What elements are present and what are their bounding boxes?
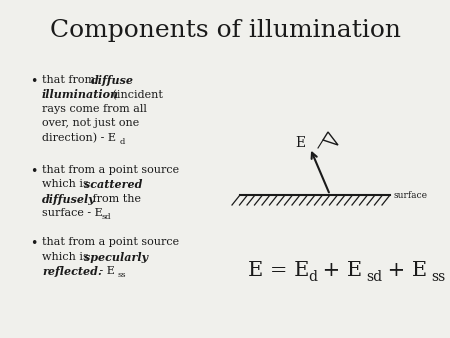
Text: sd: sd (366, 270, 382, 284)
Text: •: • (30, 237, 37, 250)
Text: which is: which is (42, 252, 92, 262)
Text: which is: which is (42, 179, 92, 189)
Text: + E: + E (381, 261, 427, 280)
Text: rays come from all: rays come from all (42, 104, 147, 114)
Text: illumination: illumination (42, 90, 119, 100)
Text: from the: from the (89, 194, 141, 204)
Text: d: d (120, 138, 126, 146)
Text: direction) - E: direction) - E (42, 133, 116, 143)
Text: + E: + E (316, 261, 362, 280)
Text: (incident: (incident (109, 90, 163, 100)
Text: •: • (30, 75, 37, 88)
Text: ss: ss (118, 271, 126, 280)
Text: surface: surface (394, 191, 428, 199)
Text: d: d (308, 270, 317, 284)
Text: ss: ss (431, 270, 445, 284)
Text: •: • (30, 165, 37, 178)
Text: diffusely: diffusely (42, 194, 96, 205)
Text: surface - E: surface - E (42, 209, 103, 218)
Text: over, not just one: over, not just one (42, 119, 139, 128)
Text: scattered: scattered (84, 179, 142, 190)
Text: E = E: E = E (248, 261, 310, 280)
Text: specularly: specularly (84, 252, 148, 263)
Text: sd: sd (102, 213, 112, 221)
Text: that from a point source: that from a point source (42, 165, 179, 175)
Text: that from: that from (42, 75, 99, 85)
Text: E: E (295, 136, 305, 150)
Text: - E: - E (96, 266, 115, 276)
Text: reflected.: reflected. (42, 266, 102, 277)
Text: that from a point source: that from a point source (42, 237, 179, 247)
Text: Components of illumination: Components of illumination (50, 19, 400, 42)
Text: diffuse: diffuse (91, 75, 134, 86)
